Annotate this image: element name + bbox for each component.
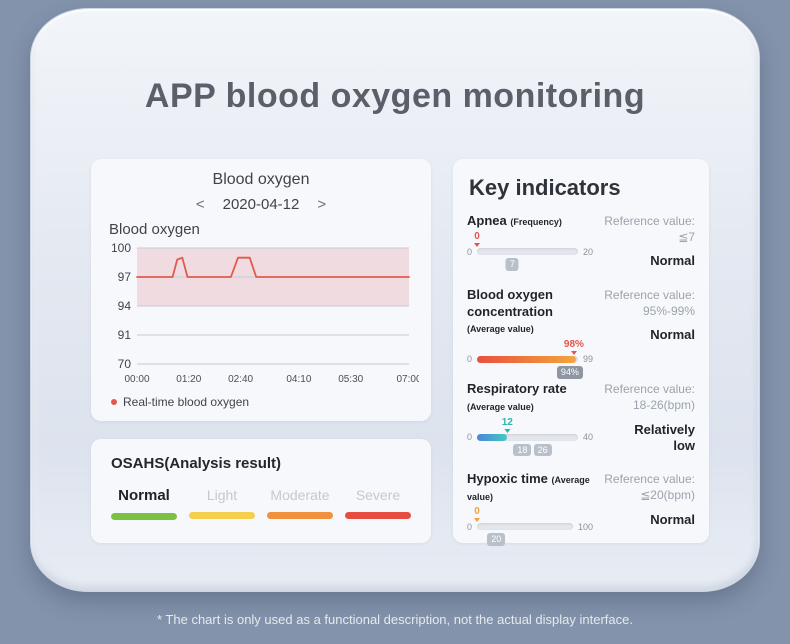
scale-max: 99 — [582, 354, 593, 365]
marker-pin-icon — [474, 518, 481, 523]
chart-svg: 100 97 94 91 70 00:00 01:20 02:40 04:10 05:30 07:0… — [111, 241, 422, 385]
level-bar — [345, 512, 411, 519]
slider-badge: 7 — [505, 258, 519, 272]
level-label: Normal — [118, 487, 170, 504]
osahs-level-light: Light — [189, 487, 255, 520]
osahs-levels: Normal Light Moderate Severe — [111, 487, 411, 520]
y-tick-label: 94 — [118, 299, 132, 313]
slider-track[interactable]: 98% 94% — [477, 339, 584, 379]
device-screen: APP blood oxygen monitoring Blood oxygen… — [30, 8, 760, 592]
chart-axis-title: Blood oxygen — [109, 221, 200, 238]
indicator-slider: 0 12 18 26 40 — [467, 417, 593, 457]
reference-value: ≦7 — [678, 230, 695, 245]
key-indicators-panel: Key indicators Apnea (Frequency) 0 — [453, 159, 709, 547]
scale-max: 100 — [577, 521, 593, 532]
indicator-blood-oxygen-concentration: Blood oxygen concentration (Average valu… — [467, 286, 695, 379]
osahs-level-severe: Severe — [345, 487, 411, 520]
series-line — [136, 256, 410, 278]
key-indicators-title: Key indicators — [469, 175, 621, 200]
slider-badge: 18 — [513, 443, 532, 457]
x-tick-label: 00:00 — [124, 374, 149, 385]
y-tick-label: 97 — [118, 270, 132, 284]
scale-min: 0 — [467, 246, 473, 257]
level-label: Light — [206, 487, 238, 503]
footer-note: * The chart is only used as a functional… — [157, 612, 633, 627]
level-bar — [267, 512, 333, 519]
scale-min: 0 — [467, 354, 473, 365]
level-bar — [189, 512, 255, 519]
marker-pin-icon — [504, 428, 511, 433]
x-tick-label: 02:40 — [228, 374, 253, 385]
chart-legend: Real-time blood oxygen — [111, 395, 419, 409]
scale-min: 0 — [467, 521, 473, 532]
osahs-level-normal: Normal — [111, 487, 177, 520]
legend-dot-icon — [111, 399, 117, 405]
indicator-name: Blood oxygen concentration (Average valu… — [467, 286, 553, 335]
slider-marker: 0 — [474, 232, 481, 248]
reference-label: Reference value: — [604, 382, 695, 397]
x-tick-label: 05:30 — [338, 374, 363, 385]
x-tick-label: 07:00 — [396, 374, 419, 385]
scale-min: 0 — [467, 432, 473, 443]
slider-marker: 98% — [564, 339, 584, 355]
legend-label: Real-time blood oxygen — [123, 395, 250, 409]
status-value: Normal — [650, 327, 695, 342]
indicator-apnea: Apnea (Frequency) 0 0 — [467, 213, 695, 272]
slider-fill — [477, 355, 576, 363]
indicator-respiratory-rate: Respiratory rate (Average value) 0 12 — [467, 381, 695, 457]
status-value: Normal — [650, 511, 695, 527]
slider-marker: 0 — [474, 507, 481, 523]
blood-oxygen-panel-title: Blood oxygen — [212, 171, 310, 188]
reference-value: 95%-99% — [642, 303, 695, 318]
blood-oxygen-panel: Blood oxygen < 2020-04-12 > Blood oxygen… — [91, 159, 431, 421]
marker-pin-icon — [570, 350, 577, 355]
reference-value: ≦20(bpm) — [640, 488, 695, 503]
date-next-button[interactable]: > — [313, 196, 330, 213]
level-bar — [111, 513, 177, 520]
indicator-name: Hypoxic time (Average value) — [467, 471, 590, 503]
reference-label: Reference value: — [604, 214, 695, 228]
slider-fill — [477, 433, 508, 441]
marker-pin-icon — [474, 243, 481, 248]
y-tick-label: 100 — [111, 241, 131, 255]
status-value: Relatively low — [634, 421, 695, 453]
status-value: Normal — [650, 253, 695, 269]
indicator-name: Apnea (Frequency) — [467, 213, 562, 228]
slider-badge: 20 — [487, 533, 506, 547]
osahs-panel: OSAHS(Analysis result) Normal Light Mode… — [91, 439, 431, 543]
slider-track[interactable]: 12 18 26 — [477, 417, 578, 457]
slider-badge: 94% — [556, 365, 583, 379]
date-prev-button[interactable]: < — [192, 196, 209, 213]
reference-label: Reference value: — [604, 287, 695, 302]
blood-oxygen-chart: 100 97 94 91 70 00:00 01:20 02:40 04:10 05:30 07:0… — [103, 240, 422, 395]
level-label: Moderate — [270, 487, 330, 503]
slider-track[interactable]: 0 7 — [474, 232, 578, 272]
x-tick-label: 01:20 — [176, 374, 201, 385]
level-label: Severe — [355, 487, 401, 503]
x-tick-label: 04:10 — [286, 374, 311, 385]
indicator-hypoxic-time: Hypoxic time (Average value) 0 0 — [467, 471, 695, 547]
reference-value: 18-26(bpm) — [632, 398, 695, 413]
scale-max: 40 — [582, 432, 593, 443]
osahs-title: OSAHS(Analysis result) — [111, 455, 282, 472]
indicator-slider: 0 0 7 20 — [467, 232, 593, 272]
y-tick-label: 70 — [118, 357, 132, 371]
date-value[interactable]: 2020-04-12 — [222, 196, 300, 213]
indicator-slider: 0 98% 94% 99 — [467, 339, 593, 379]
reference-label: Reference value: — [604, 472, 695, 487]
indicator-slider: 0 0 20 100 — [467, 507, 593, 547]
scale-max: 20 — [582, 246, 593, 257]
page-title: APP blood oxygen monitoring — [144, 77, 646, 115]
slider-marker: 12 — [502, 417, 513, 433]
slider-track[interactable]: 0 20 — [474, 507, 573, 547]
date-nav: < 2020-04-12 > — [103, 196, 419, 213]
slider-badge: 26 — [533, 443, 552, 457]
osahs-level-moderate: Moderate — [267, 487, 333, 520]
indicator-name: Respiratory rate (Average value) — [467, 381, 567, 413]
y-tick-label: 91 — [118, 328, 132, 342]
